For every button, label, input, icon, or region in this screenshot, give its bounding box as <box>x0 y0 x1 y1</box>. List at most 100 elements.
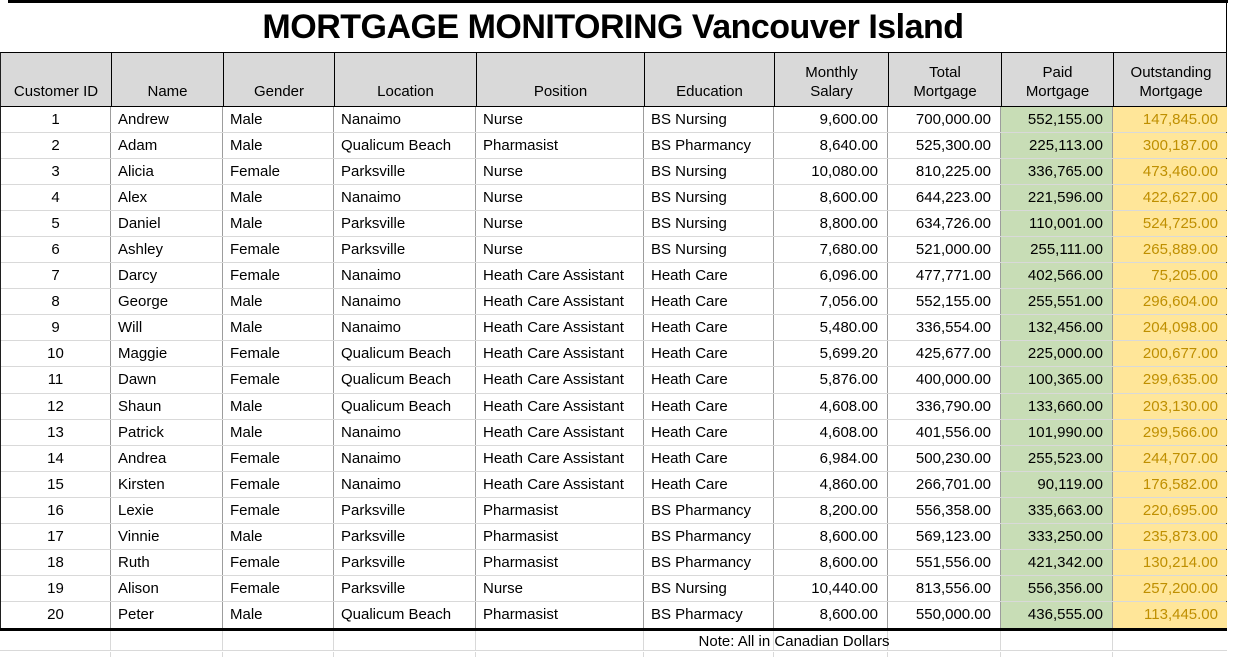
cell-position[interactable]: Heath Care Assistant <box>475 289 643 315</box>
empty-cell[interactable] <box>222 631 333 650</box>
cell-education[interactable]: Heath Care <box>643 341 773 367</box>
header-paid_mortgage[interactable]: Paid Mortgage <box>1001 53 1113 106</box>
cell-name[interactable]: Maggie <box>110 341 222 367</box>
cell-location[interactable]: Nanaimo <box>333 315 475 341</box>
cell-gender[interactable]: Male <box>222 523 333 549</box>
cell-gender[interactable]: Male <box>222 393 333 419</box>
cell-location[interactable]: Qualicum Beach <box>333 133 475 159</box>
cell-paid_mortgage[interactable]: 255,111.00 <box>1000 237 1112 263</box>
cell-education[interactable]: Heath Care <box>643 471 773 497</box>
cell-total_mortgage[interactable]: 644,223.00 <box>887 185 1000 211</box>
cell-position[interactable]: Pharmasist <box>475 523 643 549</box>
cell-location[interactable]: Parksville <box>333 159 475 185</box>
cell-gender[interactable]: Female <box>222 367 333 393</box>
cell-id[interactable]: 17 <box>47 527 64 545</box>
cell-outstanding_mortgage[interactable]: 176,582.00 <box>1112 471 1227 497</box>
cell-education[interactable]: BS Pharmancy <box>643 523 773 549</box>
cell-gender[interactable]: Female <box>222 549 333 575</box>
cell-monthly_salary[interactable]: 5,699.20 <box>773 341 887 367</box>
cell-location[interactable]: Nanaimo <box>333 445 475 471</box>
cell-education[interactable]: BS Nursing <box>643 237 773 263</box>
cell-total_mortgage[interactable]: 550,000.00 <box>887 601 1000 628</box>
cell-education[interactable]: BS Pharmancy <box>643 133 773 159</box>
header-position[interactable]: Position <box>476 53 644 106</box>
cell-name[interactable]: Kirsten <box>110 471 222 497</box>
cell-outstanding_mortgage[interactable]: 296,604.00 <box>1112 289 1227 315</box>
cell-outstanding_mortgage[interactable]: 299,566.00 <box>1112 419 1227 445</box>
cell-monthly_salary[interactable]: 8,640.00 <box>773 133 887 159</box>
cell-gender[interactable]: Female <box>222 341 333 367</box>
cell-education[interactable]: BS Nursing <box>643 185 773 211</box>
cell-position[interactable]: Nurse <box>475 237 643 263</box>
cell-monthly_salary[interactable]: 8,600.00 <box>773 549 887 575</box>
cell-total_mortgage[interactable]: 400,000.00 <box>887 367 1000 393</box>
cell-outstanding_mortgage[interactable]: 203,130.00 <box>1112 393 1227 419</box>
empty-cell[interactable] <box>1112 631 1227 650</box>
cell-monthly_salary[interactable]: 8,600.00 <box>773 185 887 211</box>
cell-gender[interactable]: Female <box>222 471 333 497</box>
cell-position[interactable]: Heath Care Assistant <box>475 393 643 419</box>
cell-paid_mortgage[interactable]: 132,456.00 <box>1000 315 1112 341</box>
cell-location[interactable]: Nanaimo <box>333 419 475 445</box>
cell-outstanding_mortgage[interactable]: 113,445.00 <box>1112 601 1227 628</box>
cell-total_mortgage[interactable]: 552,155.00 <box>887 289 1000 315</box>
cell-paid_mortgage[interactable]: 255,523.00 <box>1000 445 1112 471</box>
cell-location[interactable]: Nanaimo <box>333 185 475 211</box>
cell-gender[interactable]: Female <box>222 263 333 289</box>
cell-id[interactable]: 2 <box>51 137 60 155</box>
cell-name[interactable]: Alicia <box>110 159 222 185</box>
header-outstanding_mortgage[interactable]: Outstanding Mortgage <box>1113 53 1228 106</box>
cell-monthly_salary[interactable]: 8,600.00 <box>773 523 887 549</box>
cell-gender[interactable]: Male <box>222 211 333 237</box>
empty-cell[interactable] <box>643 652 773 657</box>
cell-education[interactable]: Heath Care <box>643 263 773 289</box>
empty-cell[interactable] <box>110 631 222 650</box>
cell-education[interactable]: BS Nursing <box>643 107 773 133</box>
cell-total_mortgage[interactable]: 569,123.00 <box>887 523 1000 549</box>
cell-education[interactable]: Heath Care <box>643 445 773 471</box>
cell-total_mortgage[interactable]: 700,000.00 <box>887 107 1000 133</box>
cell-monthly_salary[interactable]: 5,876.00 <box>773 367 887 393</box>
cell-education[interactable]: BS Nursing <box>643 575 773 601</box>
cell-education[interactable]: BS Pharmacy <box>643 601 773 628</box>
empty-cell[interactable] <box>773 631 887 650</box>
cell-id[interactable]: 9 <box>51 319 60 337</box>
cell-name[interactable]: Andrea <box>110 445 222 471</box>
cell-location[interactable]: Qualicum Beach <box>333 341 475 367</box>
cell-id[interactable]: 12 <box>47 397 64 415</box>
cell-position[interactable]: Heath Care Assistant <box>475 341 643 367</box>
cell-location[interactable]: Qualicum Beach <box>333 367 475 393</box>
cell-id[interactable]: 16 <box>47 501 64 519</box>
cell-monthly_salary[interactable]: 4,860.00 <box>773 471 887 497</box>
cell-monthly_salary[interactable]: 5,480.00 <box>773 315 887 341</box>
cell-outstanding_mortgage[interactable]: 130,214.00 <box>1112 549 1227 575</box>
cell-paid_mortgage[interactable]: 225,113.00 <box>1000 133 1112 159</box>
empty-cell[interactable] <box>1112 652 1227 657</box>
cell-name[interactable]: Darcy <box>110 263 222 289</box>
cell-outstanding_mortgage[interactable]: 299,635.00 <box>1112 367 1227 393</box>
header-name[interactable]: Name <box>111 53 223 106</box>
header-id[interactable]: Customer ID <box>1 53 111 106</box>
empty-cell[interactable] <box>110 652 222 657</box>
cell-gender[interactable]: Male <box>222 185 333 211</box>
cell-paid_mortgage[interactable]: 225,000.00 <box>1000 341 1112 367</box>
empty-cell[interactable] <box>222 652 333 657</box>
cell-monthly_salary[interactable]: 8,600.00 <box>773 601 887 628</box>
cell-paid_mortgage[interactable]: 556,356.00 <box>1000 575 1112 601</box>
cell-education[interactable]: Heath Care <box>643 367 773 393</box>
cell-name[interactable]: Vinnie <box>110 523 222 549</box>
header-gender[interactable]: Gender <box>223 53 334 106</box>
cell-gender[interactable]: Male <box>222 107 333 133</box>
cell-education[interactable]: BS Nursing <box>643 159 773 185</box>
cell-id[interactable]: 11 <box>47 371 64 389</box>
cell-id[interactable]: 7 <box>51 267 60 285</box>
cell-outstanding_mortgage[interactable]: 473,460.00 <box>1112 159 1227 185</box>
cell-outstanding_mortgage[interactable]: 244,707.00 <box>1112 445 1227 471</box>
cell-name[interactable]: Will <box>110 315 222 341</box>
cell-position[interactable]: Heath Care Assistant <box>475 419 643 445</box>
cell-monthly_salary[interactable]: 9,600.00 <box>773 107 887 133</box>
empty-cell[interactable] <box>1000 652 1112 657</box>
cell-education[interactable]: Heath Care <box>643 393 773 419</box>
cell-total_mortgage[interactable]: 525,300.00 <box>887 133 1000 159</box>
cell-gender[interactable]: Female <box>222 159 333 185</box>
